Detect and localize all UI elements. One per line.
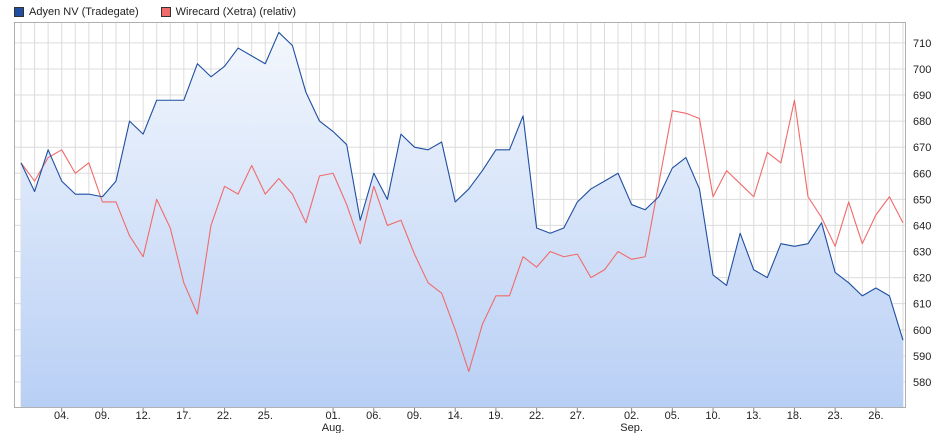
y-tick-label: 670 (913, 142, 931, 154)
adyen-series-line (20, 31, 904, 341)
x-tick-label: 09. (95, 410, 110, 422)
y-tick-label: 620 (913, 273, 931, 285)
x-tick-label: 19. (488, 410, 503, 422)
x-month-label: Aug. (322, 422, 345, 433)
legend-swatch-adyen (14, 7, 24, 17)
legend-label-wirecard: Wirecard (Xetra) (relativ) (175, 6, 297, 18)
y-tick-label: 610 (913, 299, 931, 311)
x-tick-label: 04. (54, 410, 69, 422)
y-tick-label: 690 (913, 90, 931, 102)
x-tick-label: 12. (135, 410, 150, 422)
x-tick-label: 01. (325, 410, 340, 422)
y-tick-label: 640 (913, 220, 931, 232)
y-tick-label: 710 (913, 38, 931, 50)
x-tick-label: 10. (705, 410, 720, 422)
x-tick-label: 18. (787, 410, 802, 422)
x-tick-label: 09. (407, 410, 422, 422)
x-tick-label: 22. (529, 410, 544, 422)
y-tick-label: 680 (913, 116, 931, 128)
x-tick-label: 25. (258, 410, 273, 422)
y-tick-label: 650 (913, 194, 931, 206)
y-tick-label: 590 (913, 351, 931, 363)
x-tick-label: 26. (868, 410, 883, 422)
x-tick-label: 17. (176, 410, 191, 422)
x-tick-label: 23. (828, 410, 843, 422)
x-tick-label: 13. (746, 410, 761, 422)
x-tick-label: 27. (570, 410, 585, 422)
y-tick-label: 580 (913, 377, 931, 389)
y-tick-label: 600 (913, 325, 931, 337)
wirecard-series-line (20, 99, 904, 373)
x-tick-label: 22. (217, 410, 232, 422)
y-tick-label: 700 (913, 64, 931, 76)
x-tick-label: 02. (624, 410, 639, 422)
adyen-area-fill (21, 32, 903, 409)
plot-border (14, 22, 906, 408)
x-tick-label: 05. (665, 410, 680, 422)
x-tick-label: 06. (366, 410, 381, 422)
legend-item-wirecard: Wirecard (Xetra) (relativ) (160, 6, 297, 18)
x-tick-label: 14. (448, 410, 463, 422)
legend-item-adyen: Adyen NV (Tradegate) (14, 6, 139, 18)
chart-legend: Adyen NV (Tradegate) Wirecard (Xetra) (r… (14, 4, 318, 20)
legend-label-adyen: Adyen NV (Tradegate) (29, 6, 139, 18)
x-month-label: Sep. (620, 422, 643, 433)
y-tick-label: 630 (913, 247, 931, 259)
y-tick-label: 660 (913, 168, 931, 180)
legend-swatch-wirecard (160, 7, 171, 17)
